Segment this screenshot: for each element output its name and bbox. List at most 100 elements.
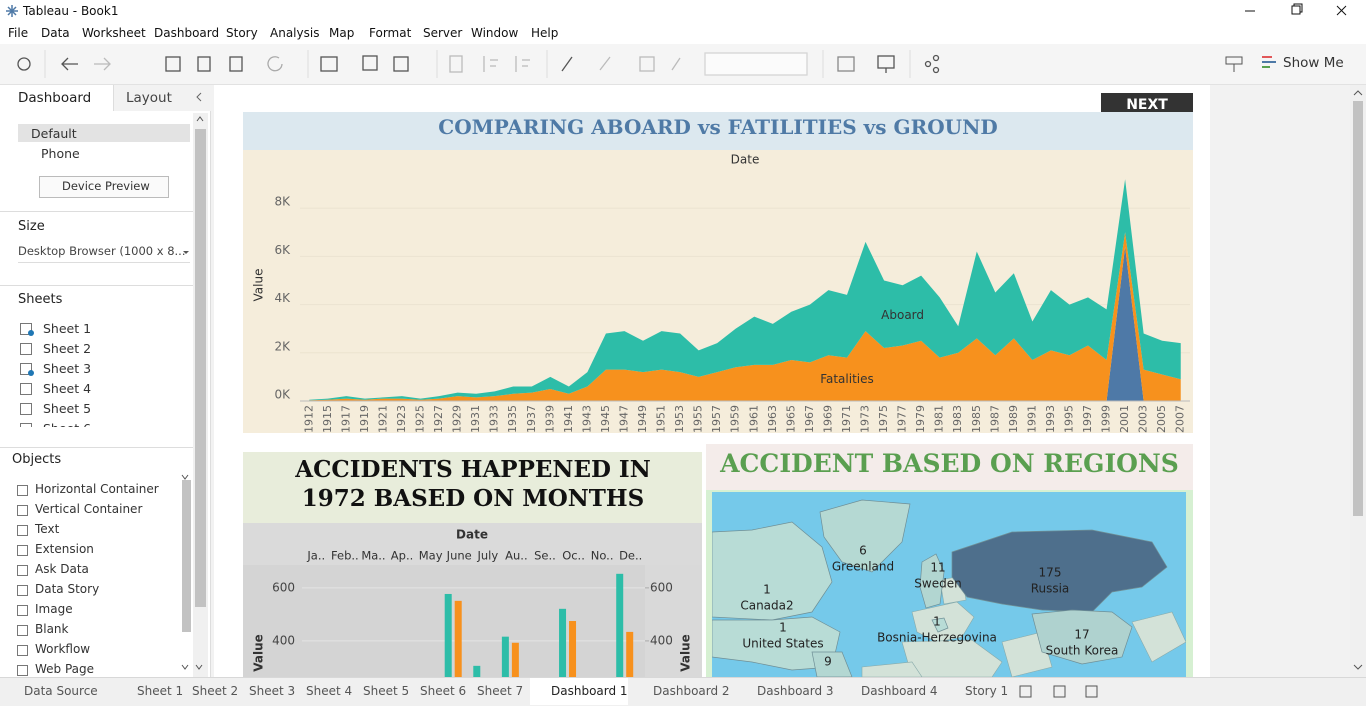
menu-item[interactable]: Data — [41, 26, 70, 40]
object-icon — [17, 665, 28, 676]
menu-item[interactable]: File — [8, 26, 29, 40]
x-tick-label: 1999 — [1100, 405, 1113, 433]
sheet-used-badge — [28, 330, 34, 336]
bar — [511, 642, 519, 677]
sheet-tab[interactable]: Dashboard 1 — [551, 684, 628, 698]
tab-bar — [0, 677, 1366, 706]
region — [811, 651, 853, 677]
x-tick-label: 1965 — [784, 405, 797, 433]
sheet-tab[interactable]: Sheet 2 — [192, 684, 239, 698]
sheet-item[interactable]: Sheet 2 — [43, 341, 92, 356]
sheet-item[interactable]: Sheet 1 — [43, 321, 92, 336]
toolbar-icons[interactable] — [0, 44, 960, 84]
month-label: Se.. — [534, 549, 556, 563]
device-preview-box[interactable] — [39, 176, 169, 198]
sheet-item[interactable]: Sheet 4 — [43, 381, 92, 396]
object-icon — [17, 545, 28, 556]
window-controls[interactable] — [1230, 0, 1366, 22]
y-axis-label: Value — [252, 269, 266, 302]
new-tab-icons[interactable] — [1018, 683, 1108, 701]
x-tick-label: 1941 — [562, 405, 575, 433]
divider — [0, 285, 193, 286]
region-name: Russia — [1031, 582, 1070, 596]
y2-tick-label: 400 — [650, 633, 673, 647]
x-tick-label: 1915 — [321, 405, 334, 433]
object-item[interactable]: Text — [35, 522, 60, 536]
tab-inactive — [113, 85, 211, 111]
y-tick-label: 0K — [274, 388, 291, 402]
sheet-tab[interactable]: Sheet 4 — [306, 684, 353, 698]
device-preview-button[interactable]: Device Preview — [62, 179, 150, 193]
x-tick-label: 1937 — [525, 405, 538, 433]
bar — [559, 608, 567, 677]
sheet-tab[interactable]: Sheet 7 — [477, 684, 524, 698]
sheet-tab[interactable]: Story 1 — [965, 684, 1009, 698]
sheet-tab[interactable]: Sheet 5 — [363, 684, 410, 698]
object-item[interactable]: Image — [35, 602, 73, 616]
object-item[interactable]: Web Page — [35, 662, 95, 676]
bar — [473, 665, 481, 677]
x-tick-label: 2007 — [1174, 405, 1187, 433]
x-tick-label: 1949 — [636, 405, 649, 433]
region-value: 1 — [763, 583, 771, 597]
x-tick-label: 1957 — [710, 405, 723, 433]
dashboard-tab[interactable]: Dashboard — [18, 90, 92, 106]
object-item[interactable]: Vertical Container — [35, 502, 143, 516]
menu-item[interactable]: Format — [369, 26, 412, 40]
menu-item[interactable]: Story — [226, 26, 258, 40]
device-item[interactable]: Phone — [41, 146, 80, 161]
menu-item[interactable]: Map — [329, 26, 355, 40]
y-tick-label: 2K — [274, 339, 291, 353]
side-scroll[interactable] — [180, 85, 210, 677]
sheet-list: Sheet 1 Sheet 2 Sheet 3 Sheet 4 Sheet 5 Sheet… — [0, 319, 180, 427]
sheet-item[interactable]: Sheet 3 — [43, 361, 92, 376]
region-value: 1 — [779, 621, 787, 635]
area-series — [309, 232, 1181, 401]
x-tick-label: 1935 — [506, 405, 519, 433]
sheet-tab[interactable]: Sheet 6 — [420, 684, 467, 698]
menu-item[interactable]: Worksheet — [82, 26, 146, 40]
object-item[interactable]: Blank — [35, 622, 69, 636]
month-label: Feb.. — [331, 549, 359, 563]
menu-item[interactable]: Dashboard — [154, 26, 220, 40]
sheet-tab[interactable]: Data Source — [24, 684, 98, 698]
main-scroll[interactable] — [1350, 85, 1366, 677]
x-tick-label: 1959 — [729, 405, 742, 433]
show-me-icons[interactable] — [1222, 52, 1282, 76]
sheet-tab[interactable]: Sheet 1 — [137, 684, 184, 698]
menu-item[interactable]: Analysis — [270, 26, 320, 40]
sheet-tab[interactable]: Dashboard 3 — [757, 684, 834, 698]
menu-item[interactable]: Help — [531, 26, 559, 40]
x-tick-label: 2005 — [1155, 405, 1168, 433]
sheet-icon — [20, 323, 32, 335]
size-dropdown[interactable]: Desktop Browser (1000 x 8... — [18, 244, 186, 258]
object-icon — [17, 645, 28, 656]
object-item[interactable]: Horizontal Container — [35, 482, 159, 496]
sheet-tab[interactable]: Dashboard 4 — [861, 684, 938, 698]
object-icon — [17, 625, 28, 636]
object-icon — [17, 485, 28, 496]
sheet-tab[interactable]: Sheet 3 — [249, 684, 296, 698]
show-me-button[interactable]: Show Me — [1283, 55, 1344, 71]
map: 6 Greenland 11 Sweden 175 Russia 1 Canada2 1 Unit… — [712, 492, 1186, 677]
x-tick-label: 1981 — [933, 405, 946, 433]
menu-item[interactable]: Window — [471, 26, 519, 40]
x-tick-label: 1975 — [877, 405, 890, 433]
menu-item[interactable]: Server — [423, 26, 463, 40]
object-item[interactable]: Data Story — [35, 582, 100, 596]
x-tick-label: 1927 — [432, 405, 445, 433]
region-value: 11 — [930, 561, 945, 575]
layout-tab[interactable]: Layout — [126, 90, 172, 106]
bar — [626, 631, 634, 677]
object-item[interactable]: Ask Data — [35, 562, 89, 576]
device-item[interactable]: Default — [31, 126, 77, 141]
x-tick-label: 1923 — [395, 405, 408, 433]
sheet-icon — [20, 423, 32, 427]
object-item[interactable]: Extension — [35, 542, 94, 556]
sheet-item[interactable]: Sheet 6 — [43, 421, 91, 427]
object-item[interactable]: Workflow — [35, 642, 91, 656]
sheet-item[interactable]: Sheet 5 — [43, 401, 92, 416]
x-tick-label: 1933 — [488, 405, 501, 433]
x-tick-label: 1985 — [970, 405, 983, 433]
sheet-tab[interactable]: Dashboard 2 — [653, 684, 730, 698]
